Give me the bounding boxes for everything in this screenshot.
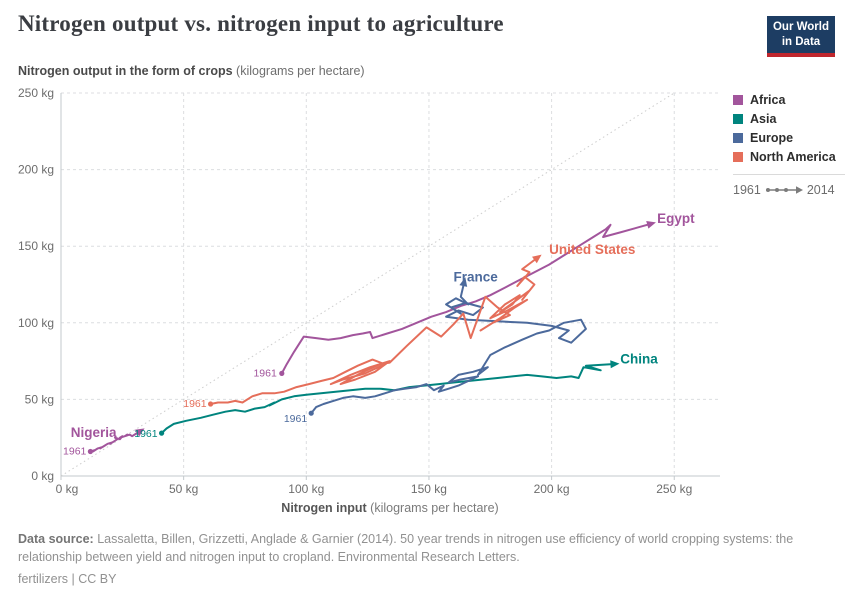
logo-line-1: Our World xyxy=(772,21,829,33)
y-tick-label: 150 kg xyxy=(18,239,54,253)
legend: Africa Asia Europe North America 1961 2014 xyxy=(733,93,849,197)
y-axis-title-units: (kilograms per hectare) xyxy=(232,64,365,78)
legend-item-asia: Asia xyxy=(733,112,849,126)
series-end-arrow-icon-nigeria xyxy=(134,428,145,437)
data-source-label: Data source: xyxy=(18,532,94,546)
x-axis-title: Nitrogen input (kilograms per hectare) xyxy=(281,501,498,515)
legend-swatch-icon xyxy=(733,114,743,124)
legend-swatch-icon xyxy=(733,152,743,162)
start-year-label-france: 1961 xyxy=(284,413,308,425)
series-end-arrow-icon-france xyxy=(459,277,468,287)
page-title: Nitrogen output vs. nitrogen input to ag… xyxy=(18,11,504,36)
series-label-france: France xyxy=(454,269,499,284)
series-start-dot-france xyxy=(308,410,314,416)
legend-divider xyxy=(733,174,845,175)
series-end-arrow-icon-united-states xyxy=(532,254,542,264)
series-start-dot-egypt xyxy=(279,370,285,376)
start-year-label-united-states: 1961 xyxy=(183,398,207,410)
legend-item-north-america: North America xyxy=(733,150,849,164)
series-line-france xyxy=(310,285,587,415)
data-source-text: Lassaletta, Billen, Grizzetti, Anglade &… xyxy=(18,532,794,564)
legend-label: North America xyxy=(750,150,836,164)
range-end-year: 2014 xyxy=(806,183,835,197)
y-tick-label: 50 kg xyxy=(25,392,54,406)
legend-items: Africa Asia Europe North America xyxy=(733,93,849,164)
y-axis-title: Nitrogen output in the form of crops (ki… xyxy=(18,64,365,78)
series-start-dot-nigeria xyxy=(87,448,93,455)
logo-red-bar xyxy=(767,52,835,57)
start-year-label-egypt: 1961 xyxy=(253,367,277,379)
series-end-arrow-icon-china xyxy=(610,360,620,369)
y-tick-label: 100 kg xyxy=(18,316,54,330)
x-tick-label: 0 kg xyxy=(56,482,79,496)
legend-label: Europe xyxy=(750,131,794,145)
x-tick-label: 150 kg xyxy=(411,482,447,496)
series-label-nigeria: Nigeria xyxy=(71,425,117,440)
legend-swatch-icon xyxy=(733,95,743,105)
series-line-china xyxy=(160,363,612,435)
identity-diagonal-line xyxy=(60,92,675,477)
time-range: 1961 2014 xyxy=(733,183,849,197)
y-tick-label: 0 kg xyxy=(31,469,54,483)
series-end-arrow-icon-egypt xyxy=(646,220,656,229)
y-axis-title-bold: Nitrogen output in the form of crops xyxy=(18,64,233,78)
y-tick-label: 250 kg xyxy=(18,86,54,100)
connected-scatter-plot: 0 kg 50 kg 100 kg 150 kg 200 kg 250 kg 0 kg 50 … xyxy=(18,86,720,515)
x-tick-label: 50 kg xyxy=(169,482,198,496)
year-range-arrow-icon xyxy=(765,186,803,194)
y-tick-label: 200 kg xyxy=(18,163,54,177)
x-tick-label: 100 kg xyxy=(288,482,324,496)
legend-item-africa: Africa xyxy=(733,93,849,107)
legend-label: Asia xyxy=(750,112,777,126)
x-tick-label: 200 kg xyxy=(534,482,570,496)
legend-item-europe: Europe xyxy=(733,131,849,145)
owid-logo[interactable]: Our World in Data xyxy=(767,16,835,57)
legend-swatch-icon xyxy=(733,133,743,143)
range-start-year: 1961 xyxy=(733,183,761,197)
data-source-line: Data source: Lassaletta, Billen, Grizzet… xyxy=(18,531,824,567)
series-label-united-states: United States xyxy=(549,242,635,257)
logo-line-2: in Data xyxy=(781,35,821,48)
series-start-dot-united-states xyxy=(208,401,214,407)
owid-logo-box: Our World in Data xyxy=(767,16,835,53)
series-label-egypt: Egypt xyxy=(657,211,695,226)
series-line-nigeria xyxy=(89,432,138,453)
x-tick-label: 250 kg xyxy=(656,482,692,496)
series-line-united-states xyxy=(209,259,536,405)
series-line-egypt xyxy=(280,223,649,375)
series-label-china: China xyxy=(620,351,658,366)
footer: Data source: Lassaletta, Billen, Grizzet… xyxy=(18,531,824,588)
series-start-dot-china xyxy=(159,430,165,436)
license-note: fertilizers | CC BY xyxy=(18,571,117,586)
start-year-label-china: 1961 xyxy=(134,428,158,440)
legend-label: Africa xyxy=(750,93,786,107)
start-year-label-nigeria: 1961 xyxy=(63,446,87,458)
